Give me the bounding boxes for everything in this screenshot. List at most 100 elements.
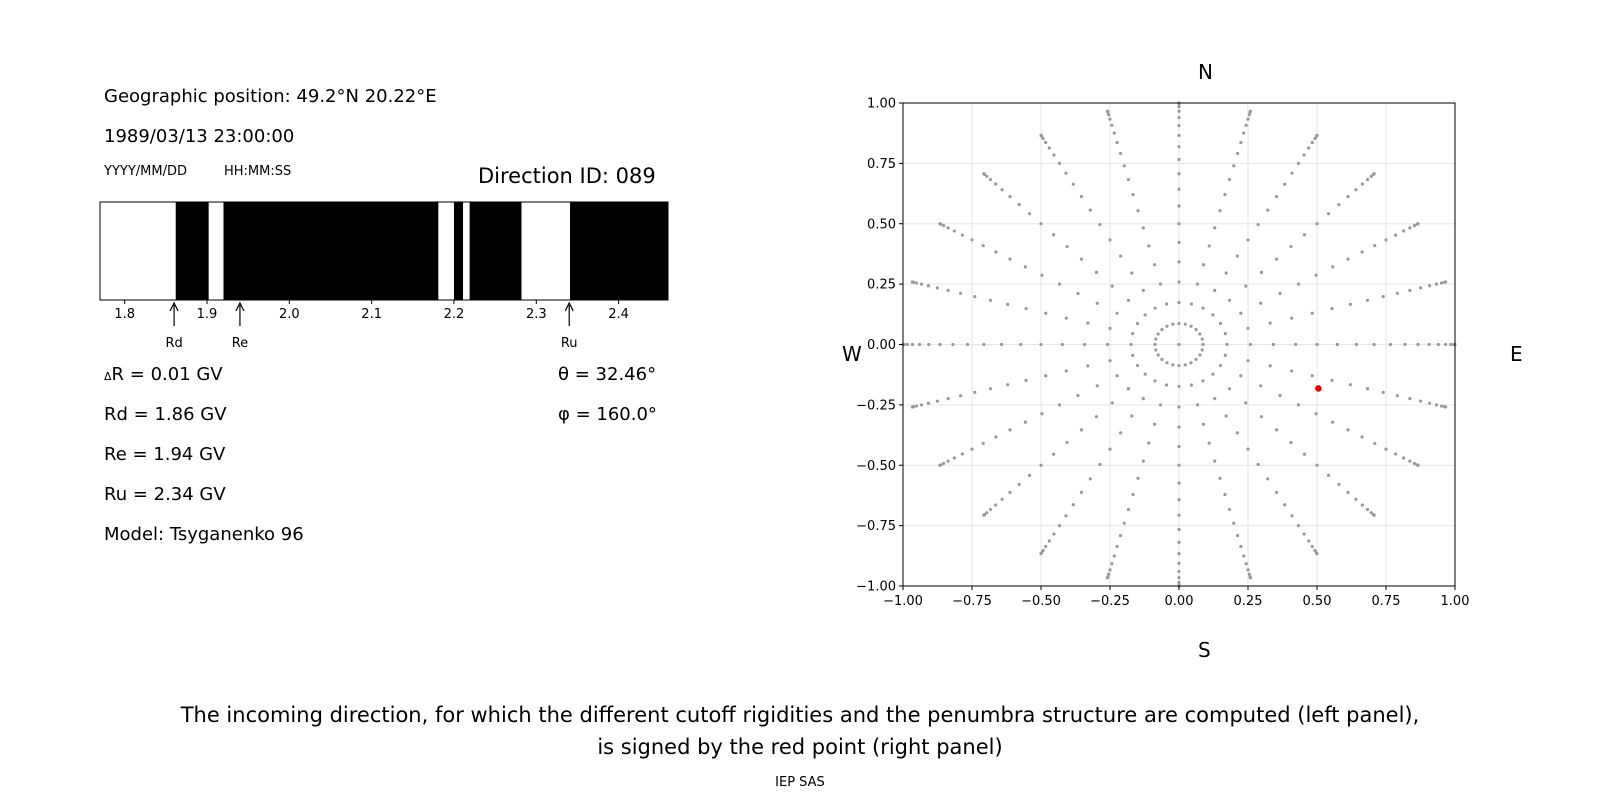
direction-point	[985, 174, 989, 178]
direction-point	[1307, 146, 1311, 150]
direction-point	[1354, 497, 1358, 501]
y-tick-label: −0.50	[856, 459, 896, 474]
direction-point	[1129, 342, 1133, 347]
direction-point	[1177, 481, 1181, 485]
direction-point	[1195, 282, 1200, 286]
direction-point	[1047, 539, 1051, 543]
direction-point	[1136, 209, 1140, 213]
direction-point	[1177, 384, 1181, 389]
direction-point	[926, 401, 931, 405]
direction-point	[1041, 136, 1045, 141]
direction-point	[1171, 322, 1175, 326]
direction-point	[1143, 372, 1147, 376]
direction-point	[1024, 307, 1028, 311]
direction-point	[1177, 187, 1181, 191]
direction-point	[1290, 514, 1294, 518]
direction-point	[1373, 243, 1377, 248]
direction-point	[1224, 271, 1228, 275]
direction-point	[1108, 117, 1112, 121]
direction-point	[1335, 342, 1339, 347]
direction-point	[1076, 393, 1080, 398]
direction-point	[1177, 576, 1181, 580]
direction-point	[1105, 342, 1110, 347]
direction-point	[926, 284, 931, 288]
direction-point	[946, 288, 950, 292]
direction-point	[1164, 383, 1169, 387]
y-tick-label: −1.00	[856, 580, 896, 595]
direction-point	[1135, 363, 1140, 368]
direction-point	[1201, 379, 1205, 383]
direction-point	[982, 342, 986, 347]
direction-point	[1027, 212, 1032, 216]
direction-point	[1118, 533, 1123, 538]
direction-point	[1141, 459, 1145, 463]
direction-point	[1130, 414, 1134, 418]
direction-point	[1427, 284, 1432, 288]
direction-point	[1307, 539, 1311, 543]
marker-arrowhead	[564, 301, 574, 312]
direction-point	[1331, 265, 1335, 269]
marker-label-re: Re	[232, 336, 248, 351]
direction-point	[1194, 357, 1198, 361]
direction-point	[1403, 342, 1407, 347]
direction-point	[1177, 133, 1181, 137]
direction-point	[1051, 233, 1056, 237]
direction-point	[1201, 422, 1206, 426]
direction-point	[1372, 342, 1376, 347]
direction-point	[946, 459, 950, 463]
geographic-position: Geographic position: 49.2°N 20.22°E	[104, 86, 437, 107]
direction-point	[1201, 306, 1205, 310]
direction-point	[1057, 161, 1062, 165]
direction-point	[952, 456, 956, 460]
direction-point	[1094, 270, 1099, 274]
direction-point	[1296, 403, 1301, 407]
direction-point	[1296, 161, 1301, 165]
direction-point	[1177, 444, 1181, 449]
direction-point	[1189, 361, 1193, 365]
direction-point	[927, 342, 931, 347]
direction-point	[1218, 476, 1222, 480]
direction-point	[1177, 204, 1181, 208]
direction-point	[1177, 145, 1181, 149]
direction-point	[1119, 254, 1123, 258]
compass-west: W	[842, 342, 862, 366]
direction-point	[935, 399, 939, 403]
direction-point	[1310, 140, 1314, 145]
direction-point	[1388, 342, 1393, 347]
direction-point	[1105, 109, 1110, 113]
direction-point	[952, 229, 956, 233]
direction-point	[1283, 503, 1287, 507]
direction-point	[1160, 357, 1164, 361]
model-label: Model: Tsyganenko 96	[104, 524, 304, 545]
direction-point	[1006, 383, 1010, 387]
direction-point	[1088, 208, 1092, 212]
direction-point	[1246, 238, 1250, 242]
direction-point	[1194, 328, 1198, 332]
direction-point	[1064, 369, 1068, 373]
direction-point	[1017, 203, 1021, 207]
direction-point	[1360, 250, 1364, 254]
direction-point	[1227, 177, 1232, 182]
direction-point	[1348, 383, 1352, 387]
direction-point	[1024, 378, 1028, 382]
direction-point	[994, 503, 998, 507]
direction-point	[1039, 552, 1043, 556]
direction-point	[1098, 462, 1102, 467]
direction-point	[1008, 257, 1012, 261]
marker-arrowhead	[235, 301, 245, 312]
direction-point	[1314, 273, 1318, 277]
direction-point	[1395, 291, 1399, 295]
direction-point	[1274, 257, 1279, 261]
direction-point	[1348, 302, 1352, 306]
direction-point	[973, 390, 977, 394]
direction-point	[1218, 209, 1222, 213]
direction-point	[1107, 572, 1111, 576]
direction-point	[1227, 387, 1232, 391]
direction-point	[1153, 342, 1157, 347]
x-tick-label: 1.9	[197, 307, 218, 322]
direction-point	[1000, 497, 1004, 501]
direction-point	[985, 511, 989, 515]
direction-point	[1223, 492, 1227, 497]
direction-point	[1098, 222, 1102, 227]
direction-point	[959, 394, 963, 398]
